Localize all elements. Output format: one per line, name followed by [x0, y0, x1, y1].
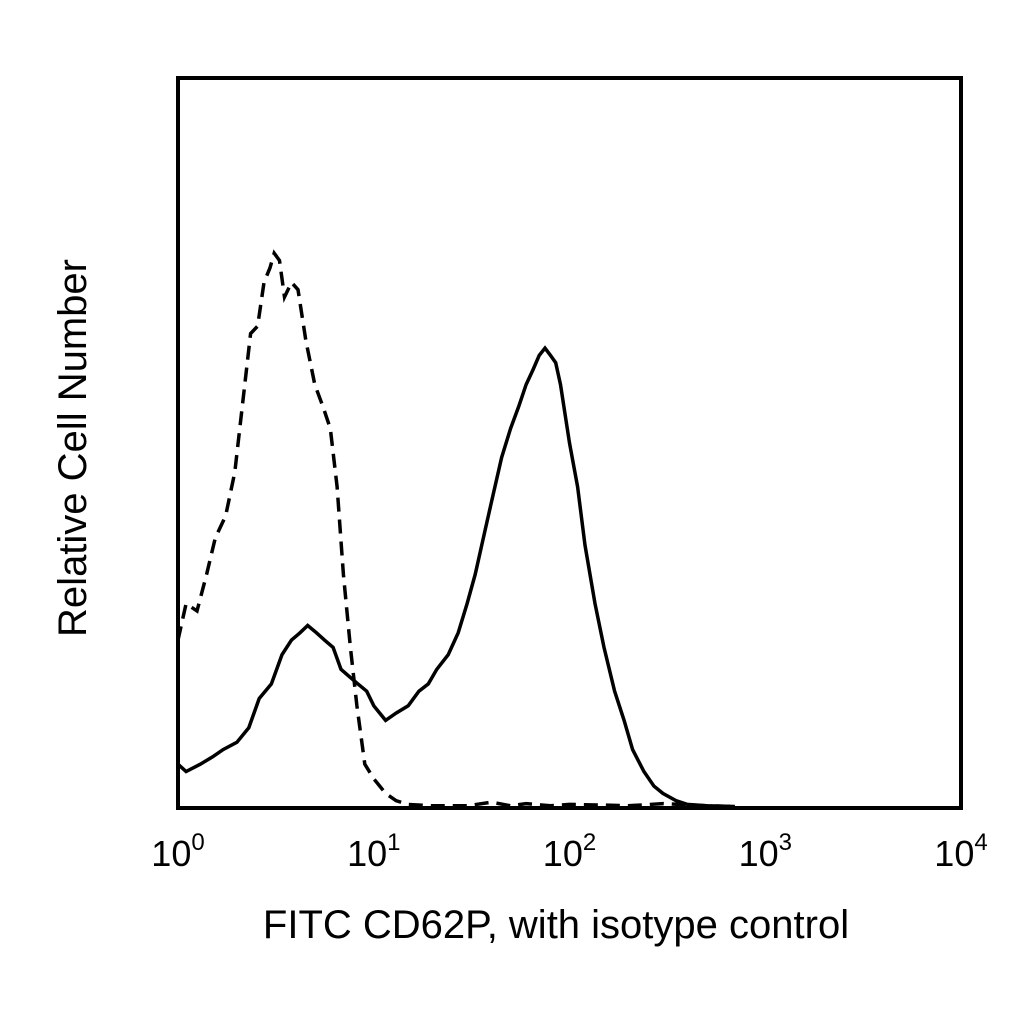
x-tick-label: 104: [934, 829, 987, 874]
series-layer: [176, 249, 735, 809]
x-tick-label: 102: [543, 829, 596, 874]
x-tick-label: 103: [739, 829, 792, 874]
y-axis-label: Relative Cell Number: [51, 259, 95, 637]
x-tick-label: 100: [151, 829, 204, 874]
cd62p-histogram-line: [176, 345, 735, 809]
x-tick-exponent: 3: [779, 829, 792, 856]
x-tick-exponent: 1: [387, 829, 400, 856]
isotype-control-line: [176, 249, 735, 809]
x-axis-label: FITC CD62P, with isotype control: [263, 903, 849, 947]
x-tick-base: 10: [739, 833, 779, 874]
plot-frame: [176, 76, 963, 810]
x-tick-label: 101: [347, 829, 400, 874]
x-tick-base: 10: [934, 833, 974, 874]
x-tick-labels: 100 101 102 103 104: [151, 829, 987, 874]
x-tick-exponent: 4: [974, 829, 987, 856]
x-tick-exponent: 2: [583, 829, 596, 856]
x-tick-base: 10: [543, 833, 583, 874]
x-tick-base: 10: [151, 833, 191, 874]
x-tick-exponent: 0: [191, 829, 204, 856]
x-tick-base: 10: [347, 833, 387, 874]
